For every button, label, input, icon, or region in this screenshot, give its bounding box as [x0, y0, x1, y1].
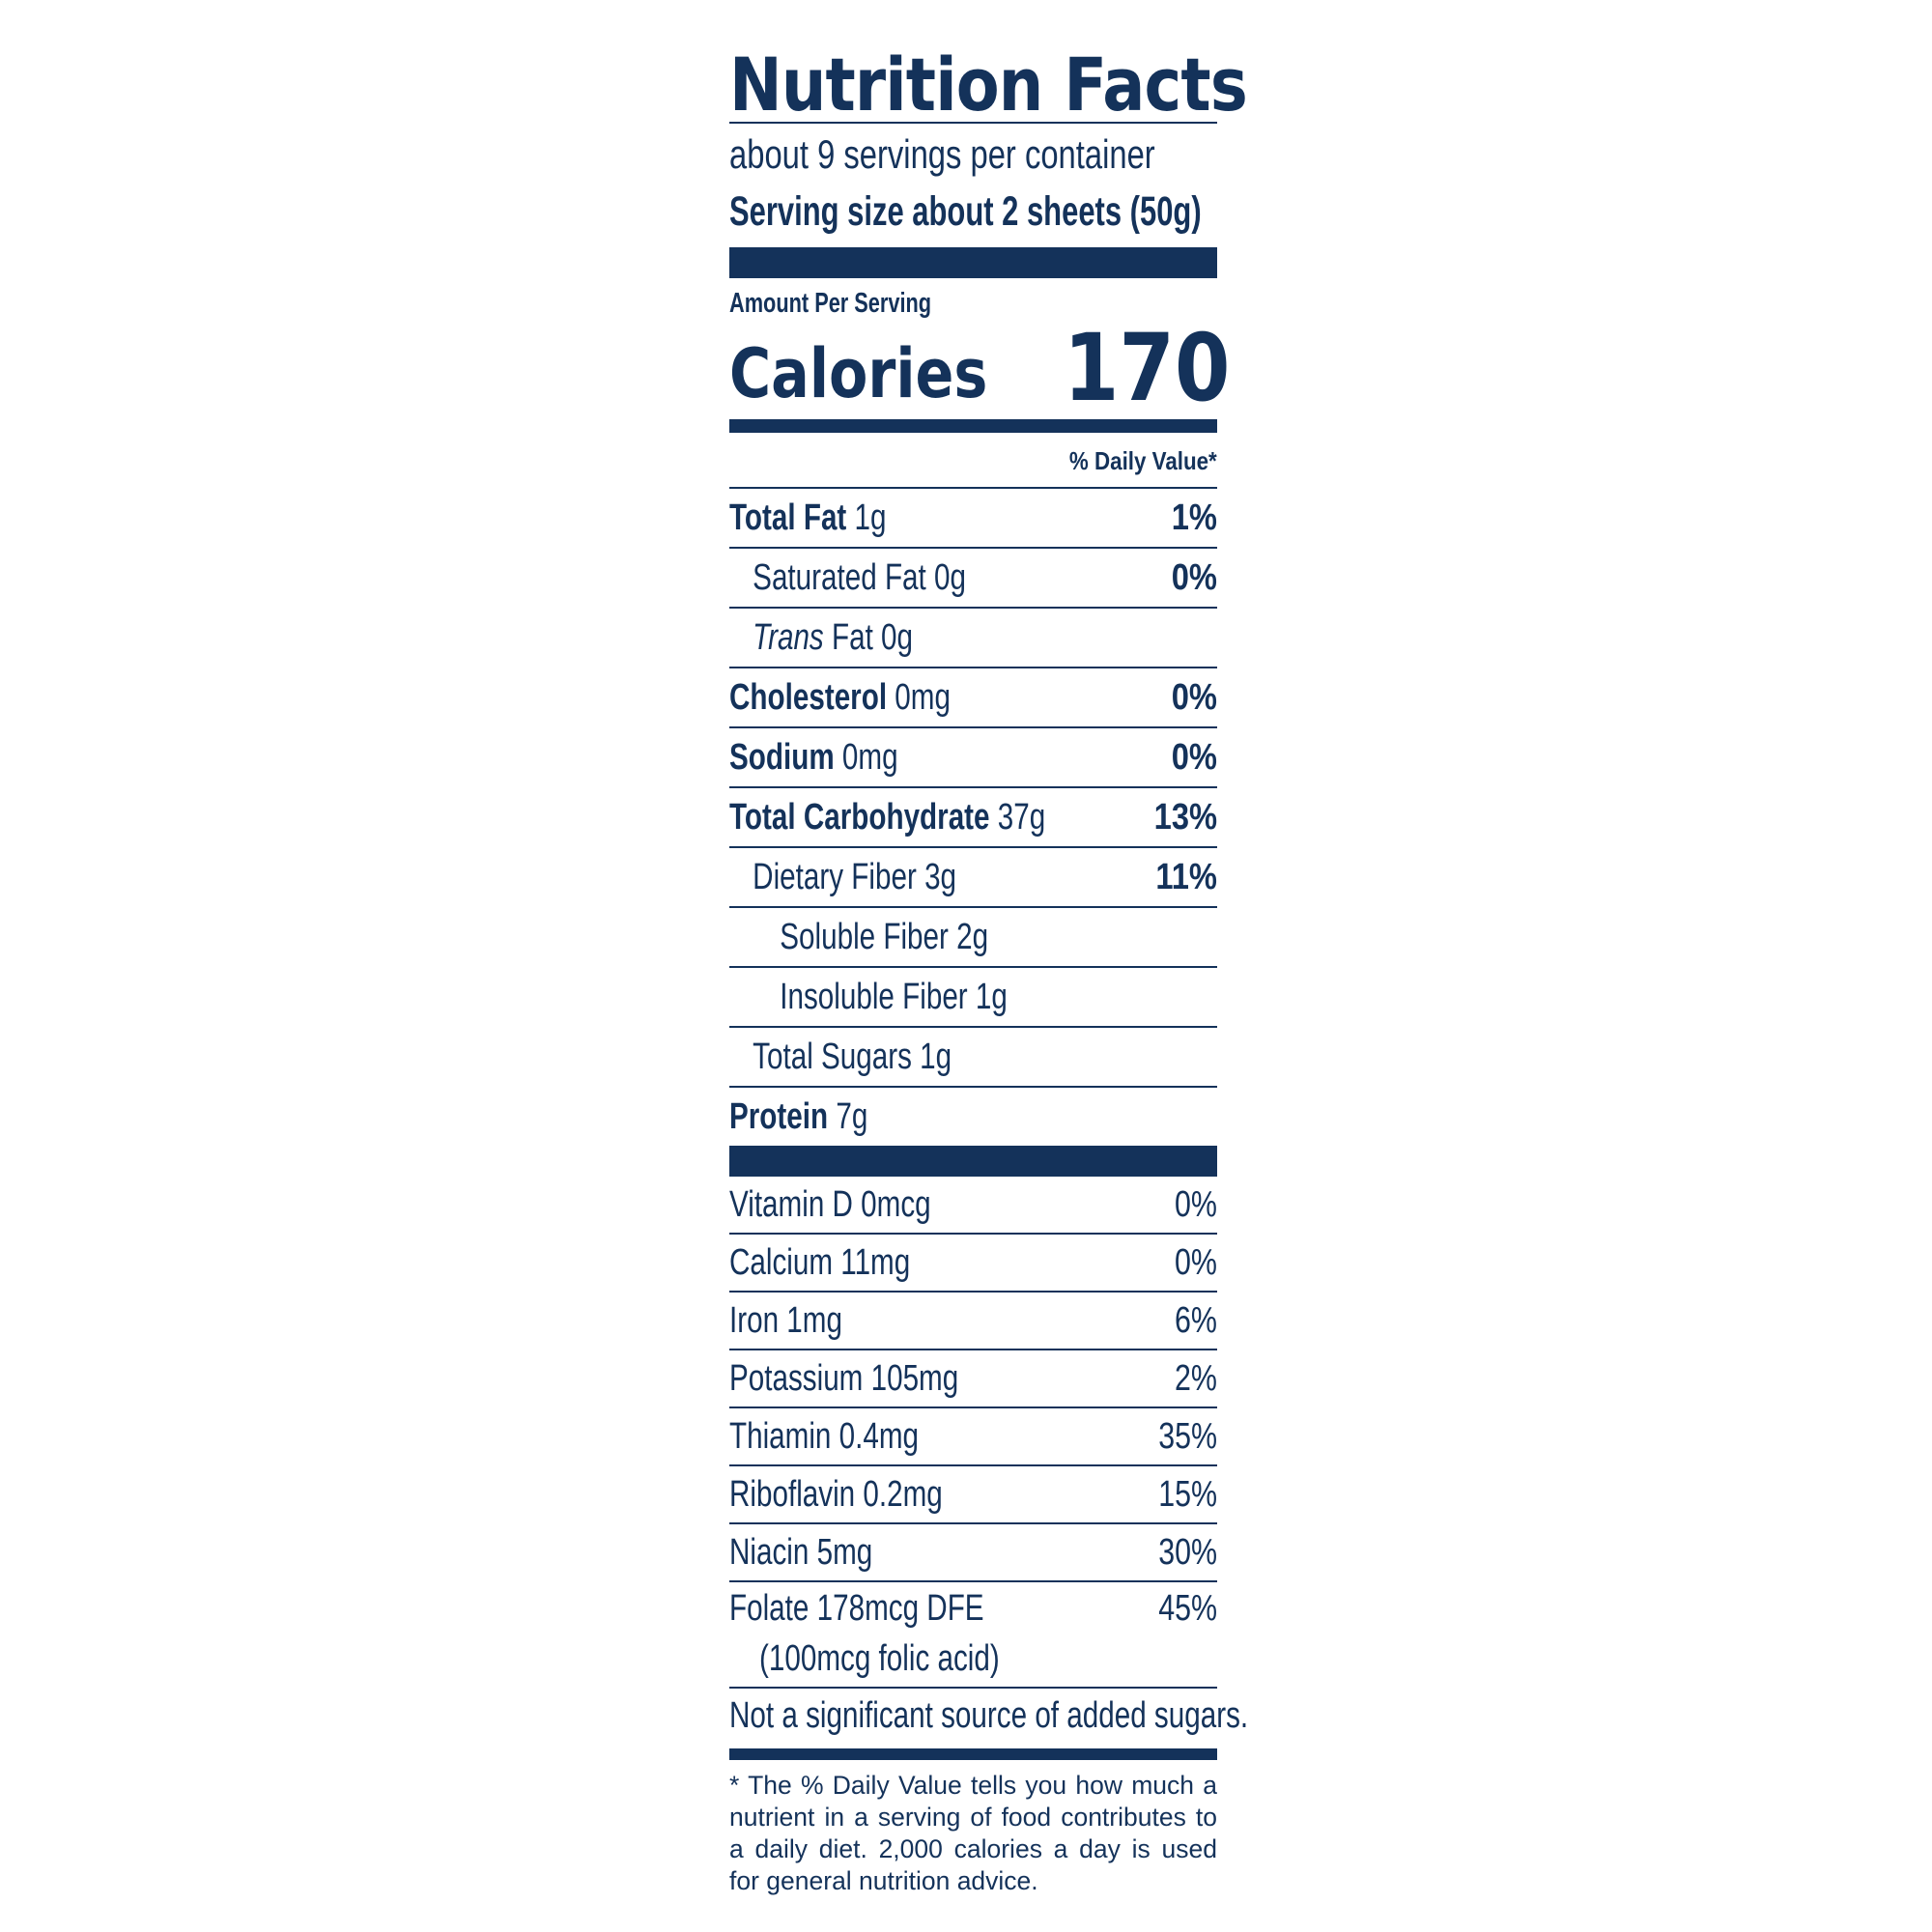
- serving-divider: [729, 247, 1217, 278]
- title-rule: [729, 122, 1217, 124]
- serving-size: Serving size about 2 sheets (50g): [729, 188, 1202, 235]
- nutrient-row-total-carbohydrate: Total Carbohydrate 37g 13%: [729, 786, 1217, 846]
- calories-label: Calories: [729, 334, 988, 413]
- vitamin-row-niacin: Niacin 5mg 30%: [729, 1522, 1217, 1580]
- folate-sub-note: (100mcg folic acid): [759, 1638, 1000, 1679]
- dv-total-fat: 1%: [1171, 497, 1217, 538]
- vitamin-row-riboflavin: Riboflavin 0.2mg 15%: [729, 1464, 1217, 1522]
- nutrient-row-soluble-fiber: Soluble Fiber 2g: [729, 906, 1217, 966]
- vitamin-row-thiamin: Thiamin 0.4mg 35%: [729, 1406, 1217, 1464]
- nutrient-row-total-sugars: Total Sugars 1g: [729, 1026, 1217, 1086]
- added-sugars-note: Not a significant source of added sugars…: [729, 1687, 1248, 1745]
- nutrient-row-sodium: Sodium 0mg 0%: [729, 726, 1217, 786]
- nutrient-row-insoluble-fiber: Insoluble Fiber 1g: [729, 966, 1217, 1026]
- panel-title: Nutrition Facts: [729, 42, 1248, 128]
- dv-cholesterol: 0%: [1171, 676, 1217, 718]
- nutrient-row-total-fat: Total Fat 1g 1%: [729, 487, 1217, 547]
- nutrition-facts-panel: Nutrition Facts about 9 servings per con…: [729, 42, 1248, 1897]
- vitamin-row-iron: Iron 1mg 6%: [729, 1291, 1217, 1349]
- dv-dietary-fiber: 11%: [1155, 856, 1217, 897]
- dv-saturated-fat: 0%: [1171, 556, 1217, 598]
- vitamins-divider: [729, 1146, 1217, 1177]
- vitamin-row-calcium: Calcium 11mg 0%: [729, 1233, 1217, 1291]
- dv-sodium: 0%: [1171, 736, 1217, 778]
- vitamin-row-vitamin-d: Vitamin D 0mcg 0%: [729, 1183, 1217, 1225]
- nutrient-row-saturated-fat: Saturated Fat 0g 0%: [729, 547, 1217, 607]
- nutrient-row-dietary-fiber: Dietary Fiber 3g 11%: [729, 846, 1217, 906]
- daily-value-footnote: * The % Daily Value tells you how much a…: [729, 1771, 1217, 1895]
- daily-value-header: % Daily Value*: [1069, 446, 1217, 475]
- nutrient-row-protein: Protein 7g: [729, 1086, 1217, 1146]
- vitamin-row-potassium: Potassium 105mg 2%: [729, 1349, 1217, 1406]
- nutrient-row-cholesterol: Cholesterol 0mg 0%: [729, 667, 1217, 726]
- calories-value: 170: [1064, 314, 1231, 422]
- calories-row: Calories 170: [729, 322, 1231, 414]
- servings-per-container: about 9 servings per container: [729, 131, 1155, 177]
- amount-per-serving: Amount Per Serving: [729, 288, 932, 319]
- dv-total-carbohydrate: 13%: [1153, 796, 1217, 838]
- nutrient-row-trans-fat: Trans Fat 0g: [729, 607, 1217, 667]
- vitamin-row-folate: Folate 178mcg DFE 45% (100mcg folic acid…: [729, 1580, 1217, 1687]
- calories-divider: [729, 419, 1217, 433]
- footnote-divider: [729, 1748, 1217, 1760]
